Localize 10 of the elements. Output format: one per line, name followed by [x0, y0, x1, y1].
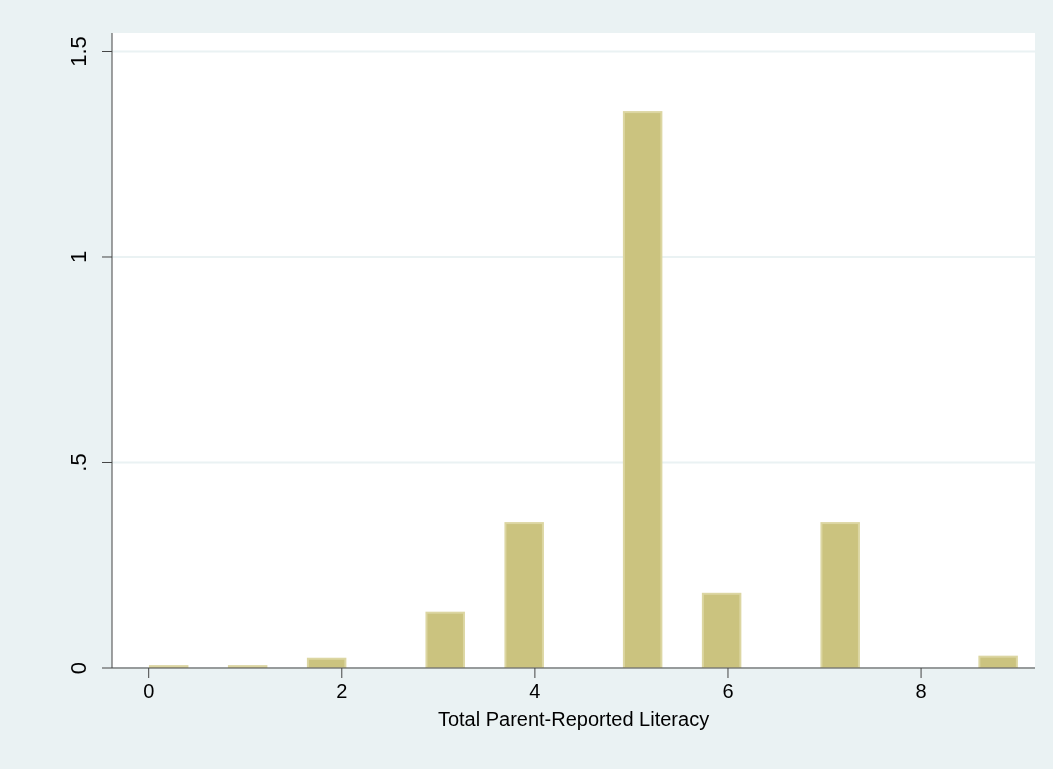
y-tick-label: 0: [66, 661, 91, 675]
x-tick-label: 8: [915, 680, 927, 703]
x-tick-label: 4: [529, 680, 541, 703]
x-tick-label: 2: [336, 680, 348, 703]
x-tick-label: 6: [722, 680, 734, 703]
y-tick-label: 1: [66, 250, 91, 264]
y-tick-label: .5: [66, 453, 91, 472]
x-tick-label: 0: [143, 680, 155, 703]
x-axis-title: Total Parent-Reported Literacy: [437, 708, 710, 731]
y-tick-label: 1.5: [66, 36, 91, 67]
